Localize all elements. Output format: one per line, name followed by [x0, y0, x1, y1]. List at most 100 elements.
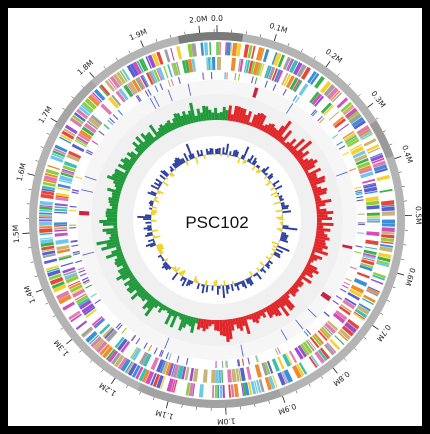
gc-skew-bar: [312, 187, 328, 195]
gc-skew-bar: [277, 297, 286, 307]
gc-skew-bar: [146, 297, 157, 309]
gc-content-bar: [150, 220, 157, 222]
cds-forward-gene: [147, 54, 156, 69]
gc-content-bar: [147, 238, 155, 243]
gc-content-bar: [160, 255, 163, 259]
gc-content-bar: [275, 209, 283, 213]
gc-content-bar: [157, 190, 164, 195]
feature-mark: [356, 199, 364, 202]
cds-forward-gene: [166, 378, 174, 392]
gc-content-bar: [194, 278, 198, 283]
gc-content-bar: [170, 172, 175, 177]
cds-reverse-gene: [138, 76, 146, 89]
cds-forward-gene: [377, 256, 391, 263]
gc-content-bar: [255, 164, 259, 168]
cds-forward-gene: [39, 209, 53, 212]
cds-reverse-gene: [90, 114, 103, 126]
gc-content-bar: [152, 234, 156, 238]
gc-content-bar: [281, 214, 283, 217]
cds-forward-gene: [41, 190, 55, 196]
cds-forward-gene: [107, 78, 117, 90]
cds-reverse-gene: [256, 62, 262, 76]
major-tick: [111, 377, 116, 385]
cds-forward-gene: [151, 53, 160, 67]
cds-reverse-gene: [300, 343, 310, 356]
cds-reverse-gene: [221, 369, 224, 383]
cds-forward-gene: [356, 304, 370, 316]
cds-forward-gene: [366, 144, 380, 152]
gc-skew-bar: [214, 107, 217, 121]
feature-mark: [82, 279, 90, 284]
gc-skew-bar: [307, 260, 312, 265]
feature-mark: [86, 149, 94, 154]
cds-forward-gene: [145, 370, 155, 385]
gc-content-bar: [252, 274, 256, 277]
feature-mark: [131, 334, 137, 342]
gc-content-bar: [276, 227, 283, 231]
cds-forward-gene: [219, 384, 223, 398]
cds-reverse-gene: [365, 200, 380, 206]
feature-mark: [224, 72, 226, 80]
gc-skew-bar: [188, 316, 194, 327]
cds-reverse-gene: [117, 338, 128, 351]
gc-skew-bar: [304, 265, 319, 275]
gc-content-bar: [188, 280, 192, 286]
feature-mark: [91, 140, 99, 146]
feature-mark: [117, 324, 123, 331]
feature-mark: [167, 80, 172, 88]
gc-content-bar: [151, 213, 155, 216]
feature-mark: [153, 347, 158, 355]
minor-tick: [354, 348, 357, 351]
cds-reverse-gene: [362, 257, 375, 262]
cds-reverse-gene: [313, 95, 325, 107]
cds-forward-gene: [376, 174, 390, 182]
cds-forward-gene: [243, 44, 250, 58]
cds-reverse-gene: [335, 310, 348, 321]
gc-content-bar: [211, 285, 214, 291]
gc-content-bar: [174, 157, 182, 166]
gc-content-bar: [181, 270, 186, 277]
cds-forward-gene: [93, 338, 105, 351]
cds-reverse-gene: [107, 96, 120, 109]
gc-skew-bar: [128, 282, 141, 294]
feature-mark: [349, 266, 357, 270]
gc-content-bar: [220, 284, 223, 286]
cds-reverse-gene: [302, 341, 313, 354]
cds-reverse-gene: [309, 336, 320, 349]
cds-forward-gene: [367, 286, 381, 293]
cds-forward-gene: [138, 368, 148, 382]
gc-skew-bar: [153, 136, 159, 141]
gc-content-bar: [196, 150, 200, 157]
cds-reverse-gene: [313, 333, 325, 345]
cds-forward-gene: [376, 261, 390, 268]
gc-skew-bar: [252, 312, 260, 324]
gc-content-bar: [171, 272, 179, 281]
cds-forward-gene: [145, 56, 153, 69]
cds-reverse-gene: [217, 56, 222, 71]
minor-tick: [30, 261, 34, 263]
gc-content-bar: [251, 157, 257, 165]
cds-reverse-gene: [148, 71, 157, 84]
cds-forward-gene: [314, 351, 326, 364]
gc-skew-bar: [196, 108, 202, 122]
gc-skew-bar: [130, 286, 145, 301]
cds-forward-gene: [367, 147, 381, 154]
cds-reverse-gene: [79, 129, 93, 140]
major-tick: [35, 289, 43, 293]
feature-mark: [149, 97, 157, 109]
cds-reverse-gene: [356, 271, 370, 279]
minor-tick: [268, 400, 270, 404]
cds-forward-gene: [42, 250, 56, 256]
cds-forward-gene: [42, 253, 56, 259]
feature-mark: [226, 360, 228, 368]
gc-content-bar: [196, 283, 200, 290]
gc-skew-bar: [294, 151, 304, 160]
gc-content-bar: [181, 157, 186, 163]
gc-skew-bar: [237, 107, 244, 123]
gc-skew-bar: [96, 238, 120, 246]
cds-forward-gene: [247, 381, 253, 395]
cds-reverse-gene: [85, 308, 98, 318]
minor-tick: [115, 57, 118, 61]
cds-forward-gene: [102, 346, 114, 359]
gc-skew-bar: [316, 206, 320, 210]
